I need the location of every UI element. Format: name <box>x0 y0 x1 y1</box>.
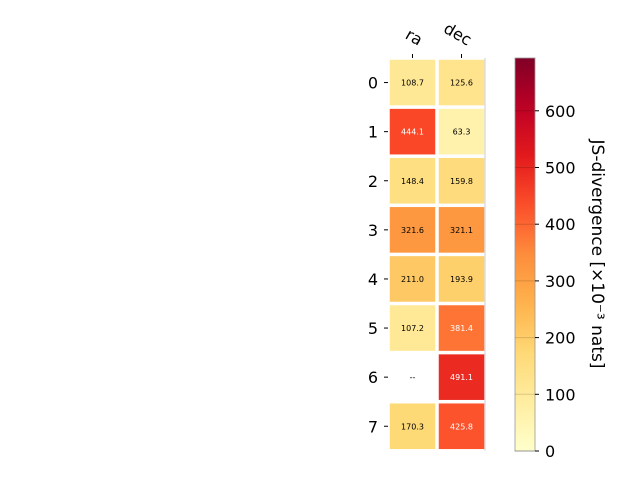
cell-value-label: 381.4 <box>450 324 473 333</box>
cell-value-label: -- <box>410 373 416 382</box>
colorbar-tick-label: 400 <box>545 215 576 234</box>
heatmap-cell <box>437 352 486 402</box>
row-tick-label: 0 <box>368 74 378 93</box>
cell-value-label: 107.2 <box>401 324 424 333</box>
row-tick-label: 7 <box>368 417 378 436</box>
colorbar-tick-label: 200 <box>545 329 576 348</box>
heatmap-cell <box>388 107 437 156</box>
heatmap-cell <box>388 156 437 206</box>
heatmap-cell <box>388 303 437 353</box>
colorbar-tick-label: 600 <box>545 102 576 121</box>
colorbar-tick-label: 100 <box>545 385 576 404</box>
colorbar-tick-label: 300 <box>545 272 576 291</box>
cell-value-label: 193.9 <box>450 275 473 284</box>
colorbar: 0 100 200 300 400 500 600 <box>514 57 576 461</box>
heatmap-cells: 108.7 125.6 444.1 63.3 148.4 159.8 321.6 321.1 2… <box>388 58 486 451</box>
colorbar-tick-label: 0 <box>545 442 555 461</box>
column-tick-label: ra <box>402 25 426 50</box>
cell-value-label: 321.1 <box>450 226 473 235</box>
heatmap-cell <box>437 58 486 107</box>
row-tick-label: 6 <box>368 368 378 387</box>
row-tick-label: 2 <box>368 172 378 191</box>
heatmap-cell <box>437 254 486 304</box>
row-tick-label: 4 <box>368 270 378 289</box>
heatmap-cell <box>437 303 486 353</box>
cell-value-label: 491.1 <box>450 373 473 382</box>
cell-value-label: 63.3 <box>453 128 471 137</box>
heatmap-cell <box>437 205 486 255</box>
column-tick-label: dec <box>441 19 475 50</box>
colorbar-label: JS-divergence [×10⁻³ nats] <box>587 139 607 369</box>
cell-value-label: 321.6 <box>401 226 424 235</box>
heatmap-cell <box>388 254 437 304</box>
cell-value-label: 159.8 <box>450 177 473 186</box>
colorbar-tick-label: 500 <box>545 158 576 177</box>
heatmap-cell <box>437 156 486 206</box>
row-tick-label: 1 <box>368 123 378 142</box>
row-tick-label: 5 <box>368 319 378 338</box>
heatmap-cell <box>388 205 437 255</box>
colorbar-bar <box>514 57 536 452</box>
heatmap-cell <box>388 58 437 107</box>
cell-value-label: 170.3 <box>401 422 424 431</box>
cell-value-label: 444.1 <box>401 128 424 137</box>
cell-value-label: 125.6 <box>450 79 473 88</box>
row-tick-label: 3 <box>368 221 378 240</box>
cell-value-label: 148.4 <box>401 177 424 186</box>
heatmap-cell <box>388 401 437 451</box>
cell-value-label: 211.0 <box>401 275 424 284</box>
cell-value-label: 425.8 <box>450 422 473 431</box>
cell-value-label: 108.7 <box>401 79 424 88</box>
